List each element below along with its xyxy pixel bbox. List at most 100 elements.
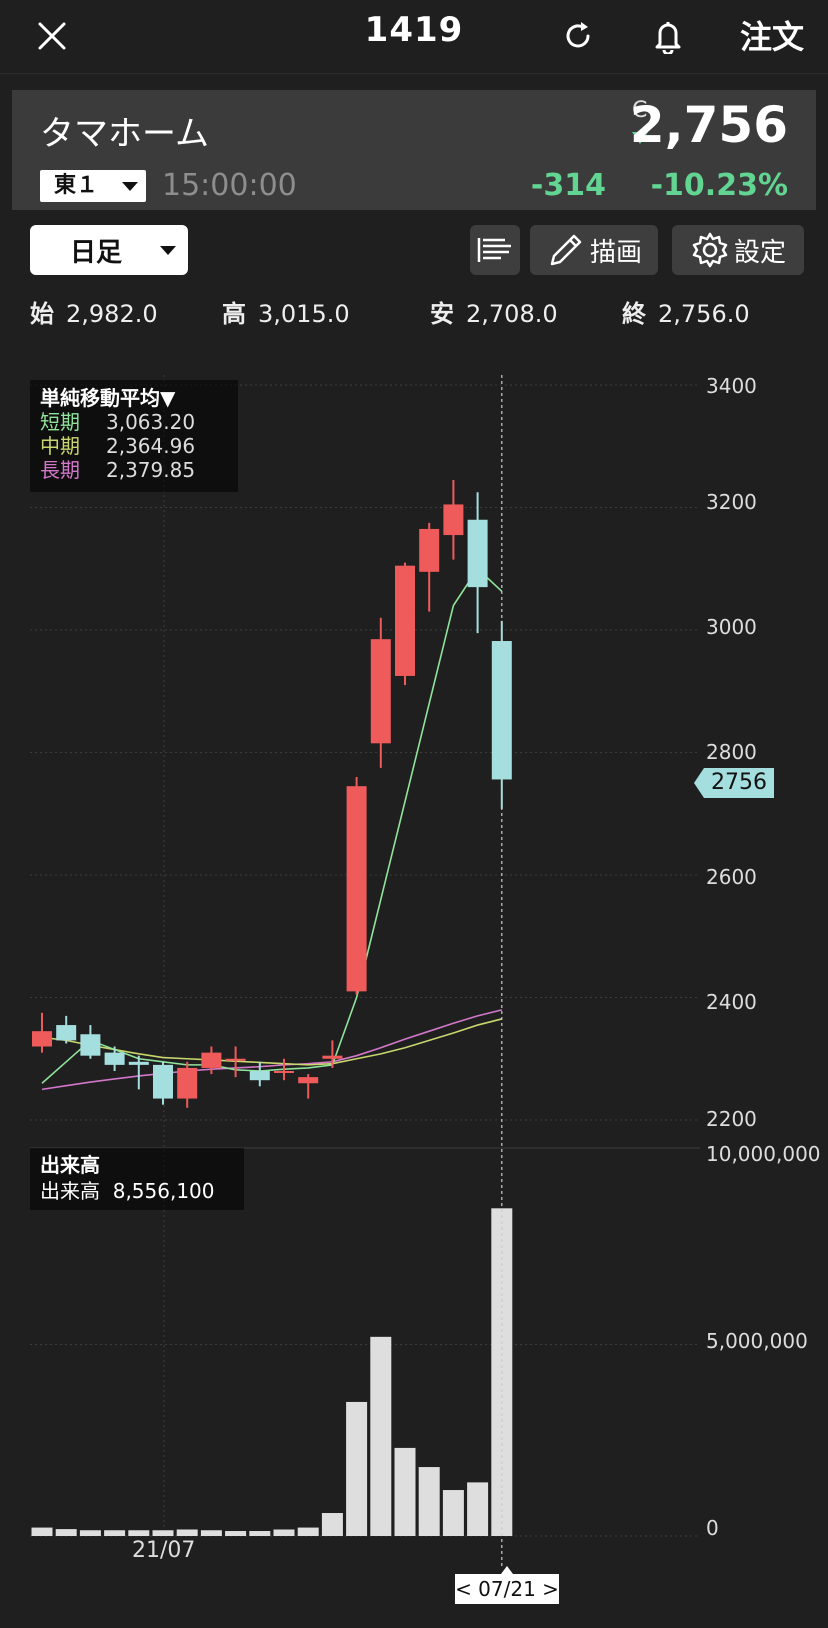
candle-body [467, 519, 488, 588]
ohlc-high: 高 3,015.0 [222, 294, 350, 329]
volume-legend: 出来高 出来高 8,556,100 [30, 1148, 244, 1210]
volume-bar [128, 1530, 150, 1536]
price-change-pct: -10.23% [650, 168, 788, 203]
volume-bar [152, 1530, 174, 1536]
candle-body [298, 1077, 319, 1084]
candle-body [56, 1025, 77, 1041]
bell-icon[interactable] [646, 14, 690, 58]
chevron-down-icon [160, 246, 176, 255]
vol-tick-0: 0 [706, 1516, 719, 1540]
ma-mid-value: 2,364.96 [106, 434, 196, 458]
volume-bar [31, 1527, 53, 1536]
x-axis-label: 21/07 [132, 1538, 196, 1563]
ma-short-value: 3,063.20 [106, 410, 196, 434]
y-tick-2200: 2200 [706, 1107, 757, 1131]
volume-bar [370, 1336, 392, 1536]
candle-body [80, 1034, 101, 1056]
down-arrow-icon [632, 132, 648, 144]
candle-body [395, 565, 415, 676]
candle-body [274, 1071, 294, 1073]
volume-bar [79, 1530, 101, 1536]
candle-body [104, 1052, 125, 1065]
volume-bar [394, 1447, 416, 1536]
candle-body [201, 1052, 222, 1068]
ma-legend[interactable]: 単純移動平均▼ 短期 3,063.20 中期 2,364.96 長期 2,379.85 [30, 380, 238, 492]
close-icon[interactable] [30, 14, 74, 58]
close-value: 2,756.0 [658, 300, 750, 328]
ohlc-low: 安 2,708.0 [430, 294, 558, 329]
high-label: 高 [222, 300, 246, 328]
pencil-icon [550, 234, 582, 266]
volume-legend-title: 出来高 [40, 1153, 100, 1177]
ma-short-row: 短期 3,063.20 [40, 410, 228, 434]
volume-label: 出来高 [40, 1179, 100, 1203]
candle-body [32, 1031, 52, 1047]
ma-short-label: 短期 [40, 410, 80, 434]
ma-long-row: 長期 2,379.85 [40, 458, 228, 482]
price-flag: C [632, 98, 648, 123]
candle-body [249, 1071, 270, 1081]
y-tick-2800: 2800 [706, 740, 757, 764]
settings-button[interactable]: 設定 [672, 225, 804, 275]
volume-bar [321, 1513, 343, 1536]
ohlc-open: 始 2,982.0 [30, 294, 158, 329]
refresh-icon[interactable] [556, 14, 600, 58]
ma-long-value: 2,379.85 [106, 458, 196, 482]
volume-bar [297, 1527, 319, 1536]
y-tick-3400: 3400 [706, 374, 757, 398]
close-label: 終 [622, 300, 646, 328]
high-value: 3,015.0 [258, 300, 350, 328]
volume-bar [346, 1401, 368, 1536]
volume-bar [104, 1530, 126, 1536]
vol-tick-5m: 5,000,000 [706, 1329, 808, 1353]
volume-bar [418, 1467, 440, 1536]
market-selector[interactable]: 東１ [40, 170, 146, 202]
y-tick-2600: 2600 [706, 865, 757, 889]
market-label: 東１ [54, 173, 99, 198]
quote-panel: タマホーム 東１ 15:00:00 C 2,756 -314 -10.23% [12, 90, 816, 210]
volume-bar [225, 1531, 247, 1536]
open-label: 始 [30, 300, 54, 328]
candle-body [128, 1061, 149, 1065]
price-change: -314 [530, 168, 606, 203]
volume-value: 8,556,100 [112, 1179, 215, 1203]
ma-long-label: 長期 [40, 458, 80, 482]
volume-legend-row: 出来高 8,556,100 [40, 1178, 234, 1204]
draw-button[interactable]: 描画 [530, 225, 658, 275]
gear-icon [692, 232, 728, 268]
date-cursor[interactable]: < 07/21 > [455, 1566, 559, 1604]
low-value: 2,708.0 [466, 300, 558, 328]
volume-bar [176, 1529, 198, 1536]
period-selector[interactable]: 日足 [30, 225, 188, 275]
draw-label: 描画 [589, 237, 642, 268]
volume-bar [442, 1490, 464, 1536]
period-label: 日足 [70, 237, 123, 268]
indicator-list-icon [477, 238, 511, 262]
ma-long-line [41, 1009, 502, 1091]
y-tick-3000: 3000 [706, 615, 757, 639]
candle-body [491, 641, 512, 780]
y-tick-3200: 3200 [706, 490, 757, 514]
volume-bar [55, 1529, 77, 1536]
current-price: 2,756 [629, 96, 788, 154]
candle-body [370, 639, 391, 744]
stock-name: タマホーム [40, 114, 209, 154]
candle-body [346, 786, 367, 992]
y-tick-2400: 2400 [706, 990, 757, 1014]
vol-tick-10m: 10,000,000 [706, 1142, 821, 1166]
volume-bar [273, 1529, 295, 1536]
order-button[interactable]: 注文 [739, 18, 804, 56]
volume-bar [200, 1530, 222, 1536]
candle-body [322, 1055, 343, 1059]
ma-mid-row: 中期 2,364.96 [40, 434, 228, 458]
candle-body [443, 504, 464, 536]
volume-bar [467, 1482, 489, 1536]
low-label: 安 [430, 300, 454, 328]
last-price-badge: 2756 [694, 768, 774, 798]
chevron-down-icon [122, 182, 138, 191]
ohlc-close: 終 2,756.0 [622, 294, 750, 329]
ma-short-line [41, 567, 503, 1084]
indicator-button[interactable] [470, 225, 520, 275]
candle-body [419, 528, 440, 572]
